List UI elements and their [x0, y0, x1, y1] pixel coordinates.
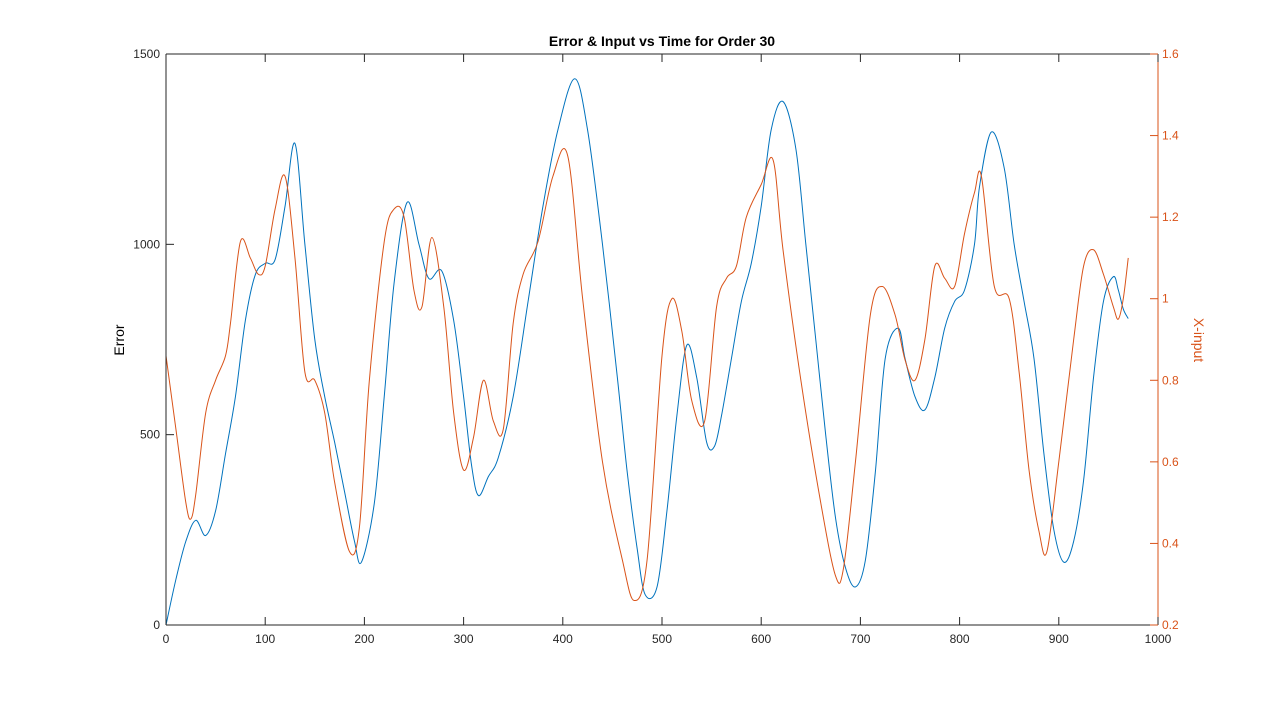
axes-layer: 0 100 200 300 400 500 600 700 800 900 1000 0 500 1000…	[133, 47, 1179, 646]
plot-area	[166, 54, 1158, 625]
x-tick-label: 500	[652, 632, 672, 646]
x-tick-label: 200	[354, 632, 374, 646]
y-tick-label-right: 0.4	[1162, 536, 1179, 550]
series-line-1	[166, 78, 1129, 625]
x-tick-label: 800	[950, 632, 970, 646]
x-tick-label: 0	[163, 632, 170, 646]
x-tick-label: 1000	[1145, 632, 1172, 646]
y-tick-label-left: 500	[140, 428, 160, 442]
y-tick-label-right: 0.6	[1162, 455, 1179, 469]
y-tick-label-right: 1.6	[1162, 47, 1179, 61]
x-tick-label: 100	[255, 632, 275, 646]
y-axis-label-right: X-input	[1191, 318, 1207, 362]
series-line-2	[166, 148, 1129, 602]
y-tick-label-right: 1.4	[1162, 129, 1179, 143]
chart-title: Error & Input vs Time for Order 30	[549, 33, 775, 49]
series-layer	[166, 78, 1129, 625]
y-tick-label-right: 1	[1162, 292, 1169, 306]
y-tick-label-left: 1500	[133, 47, 160, 61]
y-tick-label-left: 0	[153, 618, 160, 632]
y-tick-label-right: 1.2	[1162, 210, 1179, 224]
y-tick-label-right: 0.2	[1162, 618, 1179, 632]
x-tick-label: 400	[553, 632, 573, 646]
x-tick-label: 700	[850, 632, 870, 646]
y-axis-label-left: Error	[111, 324, 127, 355]
y-tick-label-right: 0.8	[1162, 373, 1179, 387]
x-tick-label: 300	[454, 632, 474, 646]
x-tick-label: 600	[751, 632, 771, 646]
y-tick-label-left: 1000	[133, 237, 160, 251]
x-tick-label: 900	[1049, 632, 1069, 646]
